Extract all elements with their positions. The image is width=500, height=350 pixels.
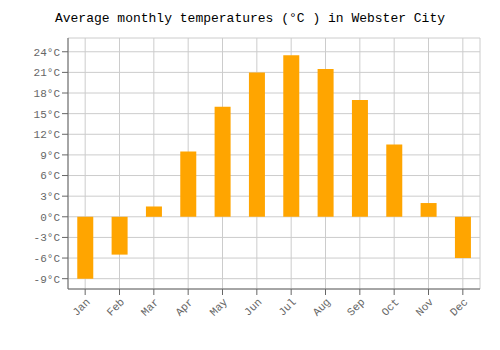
svg-text:-6°C: -6°C — [34, 253, 61, 265]
svg-text:9°C: 9°C — [40, 150, 60, 162]
svg-text:May: May — [208, 296, 231, 319]
svg-text:24°C: 24°C — [34, 47, 61, 59]
svg-text:Jun: Jun — [242, 296, 264, 318]
svg-text:Apr: Apr — [173, 296, 195, 318]
svg-text:0°C: 0°C — [40, 212, 60, 224]
svg-text:Mar: Mar — [139, 296, 161, 318]
svg-text:3°C: 3°C — [40, 191, 60, 203]
svg-text:Sep: Sep — [345, 296, 367, 318]
svg-text:Dec: Dec — [448, 296, 470, 318]
html-text:Average monthly temperatures (: Average monthly temperatures (°C ) in We… — [55, 11, 445, 26]
svg-text:Jul: Jul — [276, 296, 298, 318]
svg-text:6°C: 6°C — [40, 170, 60, 182]
svg-text:-3°C: -3°C — [34, 232, 61, 244]
svg-text:12°C: 12°C — [34, 129, 61, 141]
svg-text:18°C: 18°C — [34, 88, 61, 100]
svg-text:Aug: Aug — [311, 296, 333, 318]
svg-text:Oct: Oct — [379, 296, 401, 318]
svg-text:Feb: Feb — [105, 296, 127, 318]
svg-text:21°C: 21°C — [34, 67, 61, 79]
svg-text:Jan: Jan — [70, 296, 92, 318]
svg-text:Nov: Nov — [414, 296, 437, 319]
svg-text:15°C: 15°C — [34, 109, 61, 121]
svg-text:-9°C: -9°C — [34, 274, 61, 286]
